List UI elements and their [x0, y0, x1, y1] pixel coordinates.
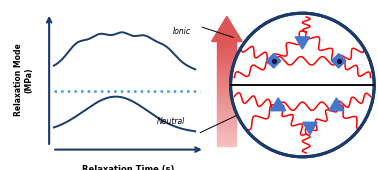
Circle shape: [231, 13, 374, 157]
Text: Relaxation Mode
(MPa): Relaxation Mode (MPa): [14, 44, 33, 116]
Polygon shape: [217, 78, 236, 81]
Polygon shape: [295, 37, 310, 49]
Polygon shape: [217, 91, 236, 94]
Polygon shape: [217, 55, 236, 57]
Polygon shape: [217, 123, 236, 125]
Polygon shape: [217, 41, 236, 44]
Polygon shape: [266, 54, 281, 68]
Polygon shape: [303, 122, 317, 134]
Polygon shape: [217, 117, 236, 120]
Polygon shape: [217, 47, 236, 49]
Polygon shape: [217, 49, 236, 52]
Polygon shape: [217, 86, 236, 89]
Polygon shape: [217, 138, 236, 141]
Polygon shape: [332, 54, 346, 68]
Text: Ionic: Ionic: [173, 27, 191, 36]
Polygon shape: [217, 128, 236, 130]
Polygon shape: [217, 102, 236, 104]
Polygon shape: [217, 44, 236, 47]
Polygon shape: [217, 107, 236, 109]
Polygon shape: [217, 143, 236, 146]
Polygon shape: [217, 115, 236, 117]
Polygon shape: [217, 99, 236, 102]
Polygon shape: [329, 98, 344, 111]
Polygon shape: [217, 104, 236, 107]
Polygon shape: [217, 96, 236, 99]
Polygon shape: [217, 141, 236, 143]
Polygon shape: [217, 70, 236, 73]
Polygon shape: [217, 52, 236, 55]
Polygon shape: [217, 68, 236, 70]
Polygon shape: [217, 83, 236, 86]
Polygon shape: [212, 16, 242, 41]
Polygon shape: [217, 89, 236, 91]
Polygon shape: [217, 125, 236, 128]
Polygon shape: [217, 62, 236, 65]
Polygon shape: [217, 57, 236, 60]
Polygon shape: [217, 94, 236, 96]
Polygon shape: [217, 130, 236, 133]
Polygon shape: [271, 98, 286, 111]
Text: Relaxation Time (s): Relaxation Time (s): [82, 165, 175, 170]
Polygon shape: [217, 60, 236, 62]
Polygon shape: [217, 136, 236, 138]
Polygon shape: [217, 109, 236, 112]
Polygon shape: [217, 65, 236, 68]
Polygon shape: [217, 133, 236, 136]
Text: Neutral: Neutral: [157, 117, 185, 126]
Polygon shape: [217, 75, 236, 78]
Polygon shape: [217, 120, 236, 123]
Polygon shape: [217, 81, 236, 83]
Polygon shape: [217, 73, 236, 75]
Polygon shape: [217, 112, 236, 115]
